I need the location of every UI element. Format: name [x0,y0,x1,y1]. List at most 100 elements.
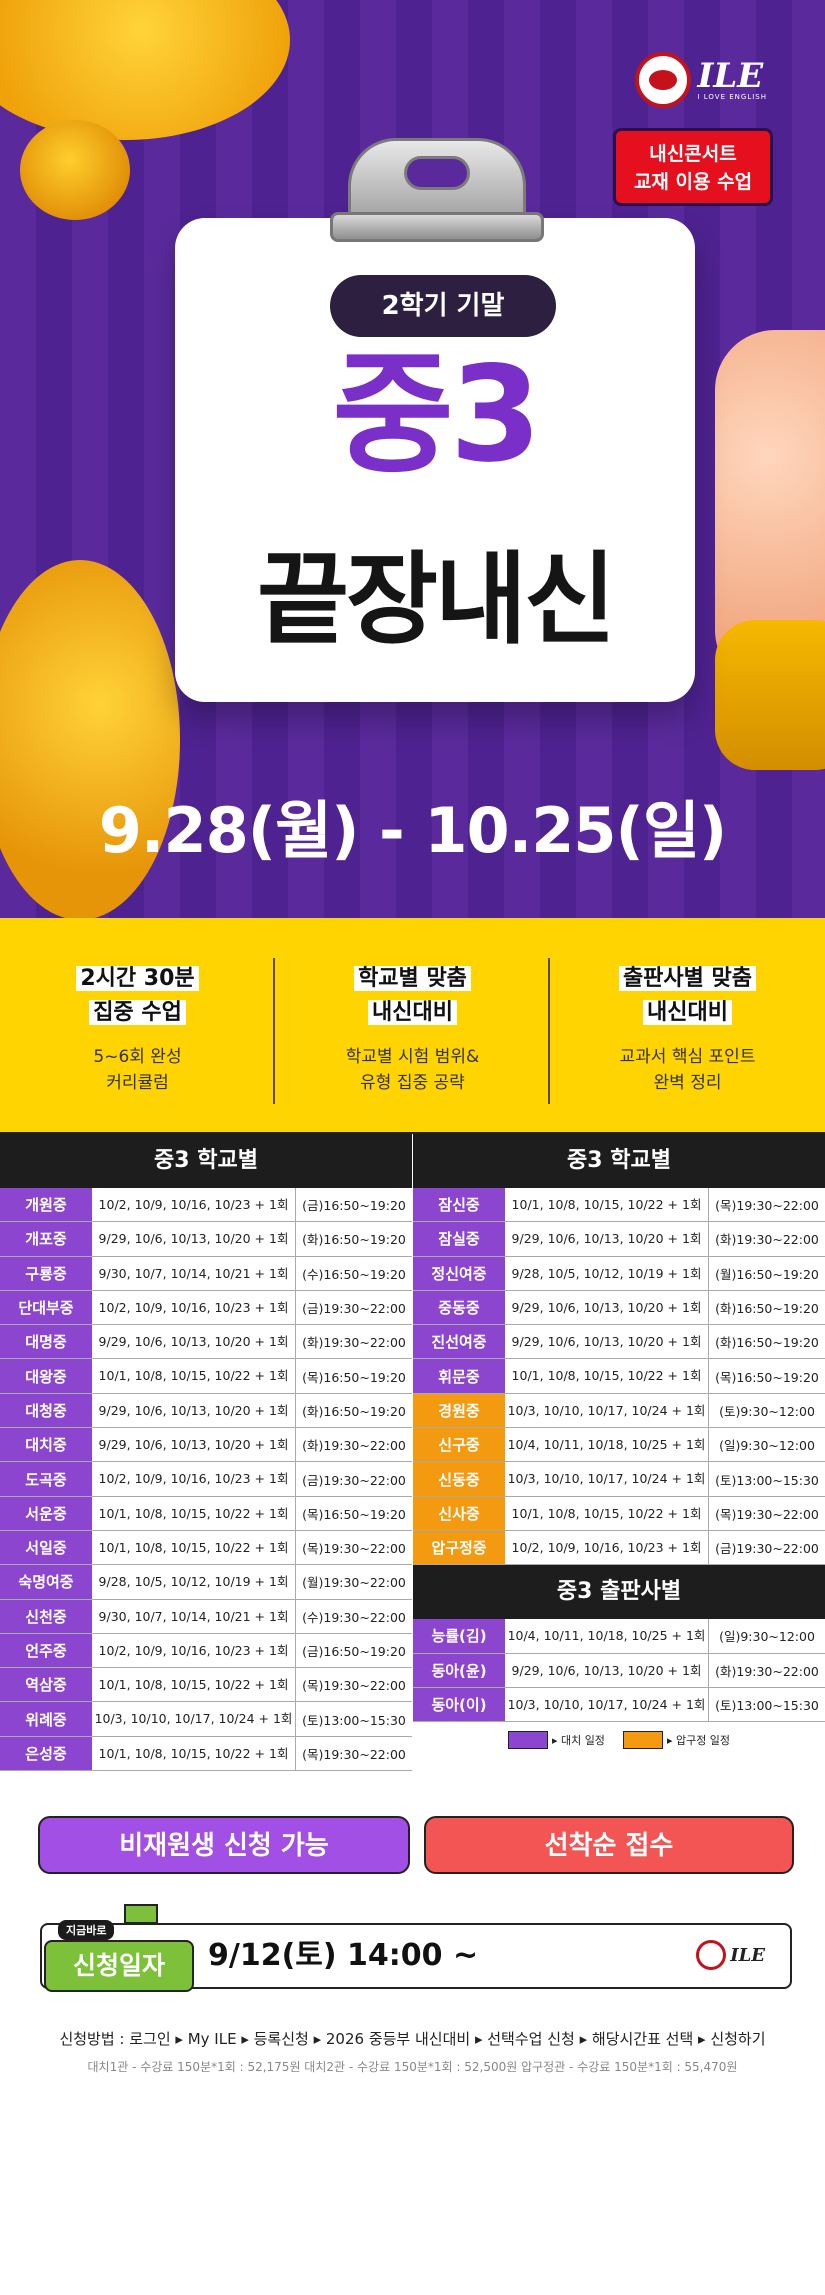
school-name: 대명중 [0,1325,92,1359]
schedule-row: 대왕중 10/1, 10/8, 10/15, 10/22 + 1회 (목)16:50… [0,1359,412,1394]
class-time: (금)19:30~22:00 [302,1301,406,1317]
class-time: (화)16:50~19:20 [302,1232,406,1248]
non-member-apply-button[interactable]: 비재원생 신청 가능 [38,1816,410,1874]
class-dates: 9/29, 10/6, 10/13, 10/20 + 1회 [92,1325,296,1359]
schedule-row: 경원중 10/3, 10/10, 10/17, 10/24 + 1회 (토)9:30… [413,1393,825,1429]
class-dates: 9/29, 10/6, 10/13, 10/20 + 1회 [92,1393,296,1428]
class-dates: 10/1, 10/8, 10/15, 10/22 + 1회 [505,1359,709,1393]
school-name: 경원중 [413,1393,505,1428]
feature-1: 2시간 30분 집중 수업 5~6회 완성 커리큘럼 [0,918,275,1132]
ile-mini-logo-text: ILE [730,1944,765,1966]
class-dates: 10/1, 10/8, 10/15, 10/22 + 1회 [92,1736,296,1771]
feature-desc: 유형 집중 공략 [360,1073,465,1093]
class-time: (목)19:30~22:00 [302,1678,406,1694]
schedule-row: 능률(김) 10/4, 10/11, 10/18, 10/25 + 1회 (일)9:… [413,1619,825,1654]
schedule-table: 중3 학교별 개원중 10/2, 10/9, 10/16, 10/23 + 1회(… [0,1132,825,1776]
schedule-header: 중3 학교별 [0,1134,412,1188]
class-dates: 10/2, 10/9, 10/16, 10/23 + 1회 [92,1188,296,1222]
feature-title: 내신대비 [368,1000,457,1025]
school-name: 역삼중 [0,1668,92,1702]
legend-purple-swatch [507,1731,548,1750]
class-time: (목)16:50~19:20 [302,1506,406,1522]
class-time: (일)9:30~12:00 [719,1629,815,1645]
badge-line2: 교재 이용 수업 [633,171,753,193]
lightbulb-image-lower [0,560,180,918]
publisher-header: 중3 출판사별 [413,1565,825,1620]
school-name: 대치중 [0,1428,92,1462]
ile-logo-subtext: I LOVE ENGLISH [697,93,767,101]
schedule-row: 개원중 10/2, 10/9, 10/16, 10/23 + 1회 (금)16:50… [0,1188,412,1223]
feature-desc: 교과서 핵심 포인트 [619,1047,756,1067]
schedule-row: 휘문중 10/1, 10/8, 10/15, 10/22 + 1회 (목)16:50… [413,1359,825,1394]
course-dates: 9.28(월) - 10.25(일) [98,794,727,867]
school-name: 신동중 [413,1462,505,1496]
class-dates: 9/29, 10/6, 10/13, 10/20 + 1회 [505,1325,709,1359]
clipboard-clip-hole [404,156,470,190]
class-time: (월)16:50~19:20 [715,1266,819,1282]
schedule-row: 대청중 9/29, 10/6, 10/13, 10/20 + 1회 (화)16:50… [0,1393,412,1429]
class-dates: 10/2, 10/9, 10/16, 10/23 + 1회 [505,1530,709,1565]
apply-tag: 지금바로 신청일자 [44,1904,196,1998]
class-dates: 9/29, 10/6, 10/13, 10/20 + 1회 [505,1222,709,1256]
class-dates: 10/3, 10/10, 10/17, 10/24 + 1회 [505,1462,709,1496]
schedule-row: 잠신중 10/1, 10/8, 10/15, 10/22 + 1회 (목)19:30… [413,1188,825,1223]
ile-logo: ILE I LOVE ENGLISH [635,52,767,108]
schedule-row: 개포중 9/29, 10/6, 10/13, 10/20 + 1회 (화)16:50… [0,1222,412,1257]
schedule-row: 압구정중 10/2, 10/9, 10/16, 10/23 + 1회 (금)19:3… [413,1530,825,1566]
class-time: (금)19:30~22:00 [302,1472,406,1488]
class-dates: 9/28, 10/5, 10/12, 10/19 + 1회 [92,1565,296,1599]
school-name: 구룡중 [0,1256,92,1290]
class-dates: 9/28, 10/5, 10/12, 10/19 + 1회 [505,1256,709,1290]
school-name: 대청중 [0,1393,92,1428]
clipboard-clip-base [330,212,544,242]
legend-orange-label: ▸ 압구정 일정 [666,1734,731,1748]
class-time: (목)19:30~22:00 [715,1198,819,1214]
graduation-cap-icon [124,1904,158,1924]
class-dates: 10/2, 10/9, 10/16, 10/23 + 1회 [92,1462,296,1496]
school-name: 언주중 [0,1633,92,1668]
ile-mini-logo: ILE [696,1940,765,1970]
class-dates: 10/3, 10/10, 10/17, 10/24 + 1회 [505,1687,709,1722]
school-name: 정신여중 [413,1256,505,1290]
feature-title: 학교별 맞춤 [354,966,471,991]
lightbulb-image [0,0,290,140]
class-time: (화)19:30~22:00 [715,1663,819,1679]
apply-section: 비재원생 신청 가능 선착순 접수 지금바로 신청일자 9/12(토) 14:0… [0,1776,825,2295]
school-name: 진선여중 [413,1325,505,1359]
class-dates: 9/29, 10/6, 10/13, 10/20 + 1회 [92,1428,296,1462]
school-name: 잠실중 [413,1222,505,1256]
first-come-button[interactable]: 선착순 접수 [424,1816,794,1874]
schedule-row: 동아(윤) 9/29, 10/6, 10/13, 10/20 + 1회 (화)19:… [413,1653,825,1688]
course-title: 끝장내신 [257,541,616,658]
class-dates: 10/3, 10/10, 10/17, 10/24 + 1회 [92,1702,296,1736]
school-name: 잠신중 [413,1188,505,1222]
school-name: 중동중 [413,1290,505,1325]
badge-line1: 내신콘서트 [649,143,737,165]
features-bar: 2시간 30분 집중 수업 5~6회 완성 커리큘럼 학교별 맞춤 내신대비 학… [0,918,825,1132]
grade-title: 중3 [332,338,541,492]
schedule-row: 신천중 9/30, 10/7, 10/14, 10/21 + 1회 (수)19:30… [0,1599,412,1634]
class-time: (토)13:00~15:30 [715,1698,819,1713]
ile-logo-text: ILE [697,56,764,96]
class-time: (화)19:30~22:00 [715,1232,819,1248]
schedule-row: 언주중 10/2, 10/9, 10/16, 10/23 + 1회 (금)16:50… [0,1633,412,1669]
legend-purple-label: ▸ 대치 일정 [551,1734,605,1748]
class-dates: 10/1, 10/8, 10/15, 10/22 + 1회 [92,1359,296,1393]
class-time: (화)19:30~22:00 [302,1438,406,1454]
class-dates: 10/1, 10/8, 10/15, 10/22 + 1회 [505,1188,709,1222]
class-time: (화)16:50~19:20 [302,1403,406,1419]
schedule-row: 역삼중 10/1, 10/8, 10/15, 10/22 + 1회 (목)19:30… [0,1668,412,1703]
class-dates: 10/1, 10/8, 10/15, 10/22 + 1회 [92,1496,296,1530]
schedule-row: 서운중 10/1, 10/8, 10/15, 10/22 + 1회 (목)16:50… [0,1496,412,1531]
schedule-left-column: 중3 학교별 개원중 10/2, 10/9, 10/16, 10/23 + 1회(… [0,1134,412,1772]
school-name: 숙명여중 [0,1565,92,1599]
class-dates: 9/29, 10/6, 10/13, 10/20 + 1회 [505,1290,709,1325]
school-name: 휘문중 [413,1359,505,1393]
class-dates: 10/1, 10/8, 10/15, 10/22 + 1회 [92,1530,296,1565]
school-name: 개원중 [0,1188,92,1222]
class-dates: 10/2, 10/9, 10/16, 10/23 + 1회 [92,1290,296,1325]
class-time: (화)16:50~19:20 [715,1335,819,1351]
schedule-row: 숙명여중 9/28, 10/5, 10/12, 10/19 + 1회 (월)19:3… [0,1565,412,1600]
schedule-row: 단대부중 10/2, 10/9, 10/16, 10/23 + 1회 (금)19:3… [0,1290,412,1326]
class-time: (토)13:00~15:30 [302,1712,406,1728]
